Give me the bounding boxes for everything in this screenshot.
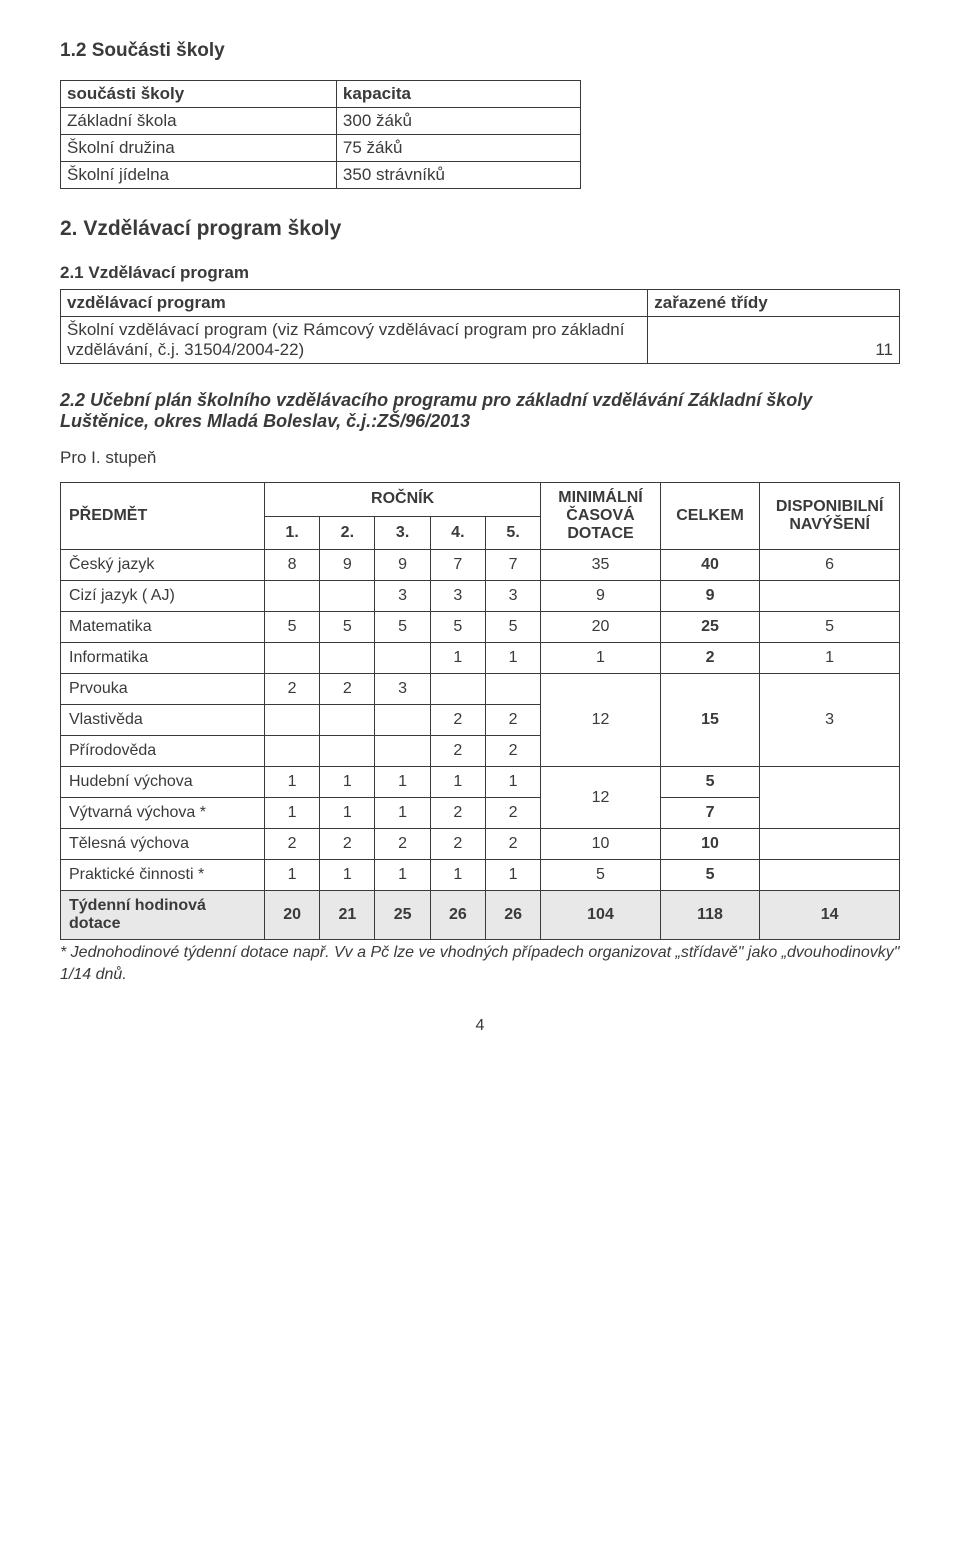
table-row: Matematika 55555 20255 — [61, 612, 900, 643]
th-disp: DISPONIBILNÍ NAVÝŠENÍ — [760, 483, 900, 550]
components-table: součásti školy kapacita Základní škola30… — [60, 80, 581, 189]
table-row: Praktické činnosti * 11111 55 — [61, 860, 900, 891]
th-program: vzdělávací program — [61, 290, 648, 317]
th-min: MINIMÁLNÍ ČASOVÁ DOTACE — [541, 483, 661, 550]
th-total: CELKEM — [660, 483, 759, 550]
th-classes: zařazené třídy — [648, 290, 900, 317]
th-component: součásti školy — [61, 81, 337, 108]
table-row: Školní jídelna350 strávníků — [61, 162, 581, 189]
table-row: Základní škola300 žáků — [61, 108, 581, 135]
section-2-2-title: 2.2 Učební plán školního vzdělávacího pr… — [60, 390, 900, 432]
table-row: Cizí jazyk ( AJ) 333 99 — [61, 581, 900, 612]
table-row: Prvouka 223 12 15 3 — [61, 674, 900, 705]
th-y3: 3. — [375, 516, 430, 550]
table-row: Informatika 11 121 — [61, 643, 900, 674]
table-row: Tělesná výchova 22222 1010 — [61, 829, 900, 860]
th-y5: 5. — [485, 516, 540, 550]
th-y2: 2. — [320, 516, 375, 550]
stage-label: Pro I. stupeň — [60, 448, 900, 468]
th-y1: 1. — [264, 516, 319, 550]
th-y4: 4. — [430, 516, 485, 550]
th-capacity: kapacita — [336, 81, 580, 108]
section-1-2-title: 1.2 Součásti školy — [60, 40, 900, 62]
page-number: 4 — [60, 1017, 900, 1035]
table-row: Školní vzdělávací program (viz Rámcový v… — [61, 317, 900, 364]
table-row: Školní družina75 žáků — [61, 135, 581, 162]
table-row-total: Týdenní hodinová dotace 2021252626 10411… — [61, 891, 900, 940]
table-row: Český jazyk 89977 35406 — [61, 550, 900, 581]
table-row: Hudební výchova 11111 12 5 — [61, 767, 900, 798]
th-subject: PŘEDMĚT — [61, 483, 265, 550]
th-year-span: ROČNÍK — [264, 483, 540, 517]
section-2-title: 2. Vzdělávací program školy — [60, 217, 900, 241]
section-2-1-title: 2.1 Vzdělávací program — [60, 263, 900, 283]
curriculum-table: PŘEDMĚT ROČNÍK MINIMÁLNÍ ČASOVÁ DOTACE C… — [60, 482, 900, 940]
footnote: * Jednohodinové týdenní dotace např. Vv … — [60, 942, 900, 987]
program-table: vzdělávací program zařazené třídy Školní… — [60, 289, 900, 364]
